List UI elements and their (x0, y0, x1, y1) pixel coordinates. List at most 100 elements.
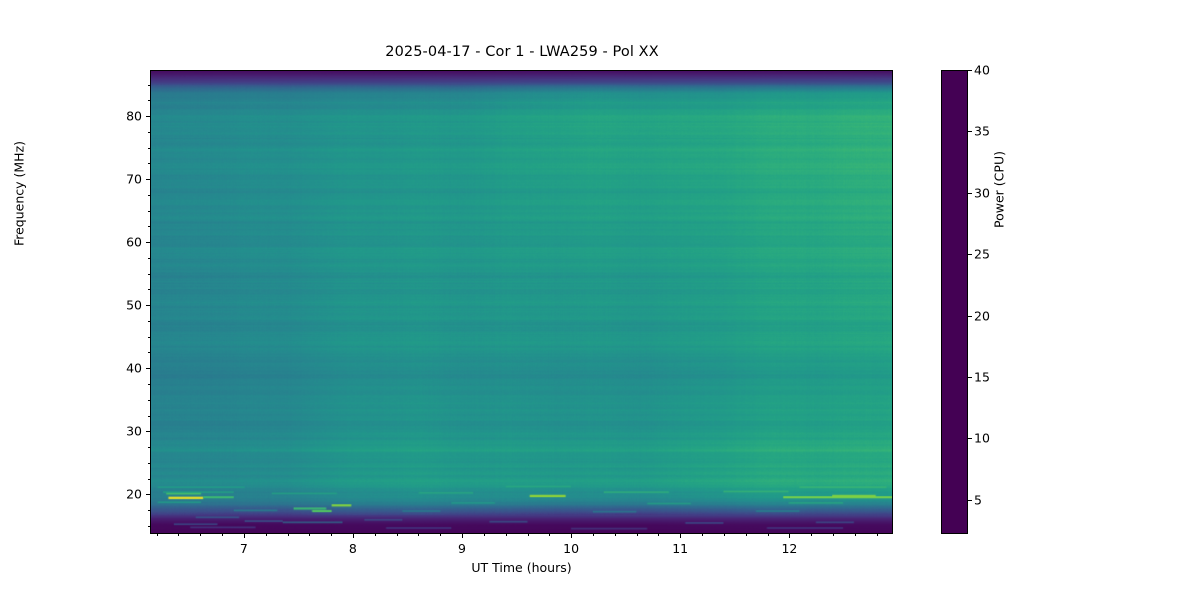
x-tick-minor (723, 534, 725, 537)
colorbar-tick-label-25: 25 (974, 246, 990, 262)
colorbar-tick-label-10: 10 (974, 430, 990, 446)
colorbar-tick-10 (968, 438, 972, 440)
colorbar-tick-35 (968, 131, 972, 133)
x-tick-minor (833, 534, 835, 537)
y-tick-minor (147, 384, 150, 386)
y-tick-label-40: 40 (126, 360, 142, 376)
x-tick-11 (680, 534, 682, 538)
x-tick-label-7: 7 (239, 541, 248, 556)
colorbar-tick-40 (968, 70, 972, 72)
y-tick-40 (146, 368, 150, 370)
x-tick-minor (505, 534, 507, 537)
y-tick-minor (147, 194, 150, 196)
y-tick-minor (147, 336, 150, 338)
x-tick-minor (396, 534, 398, 537)
colorbar-tick-5 (968, 499, 972, 501)
y-tick-minor (147, 131, 150, 133)
x-tick-minor (483, 534, 485, 537)
x-tick-minor (527, 534, 529, 537)
y-tick-label-70: 70 (126, 171, 142, 187)
y-tick-20 (146, 494, 150, 496)
y-tick-minor (147, 462, 150, 464)
x-tick-label-11: 11 (672, 541, 689, 556)
x-tick-minor (200, 534, 202, 537)
x-tick-minor (265, 534, 267, 537)
y-tick-minor (147, 320, 150, 322)
x-tick-minor (309, 534, 311, 537)
x-tick-8 (352, 534, 354, 538)
y-tick-label-80: 80 (126, 108, 142, 124)
x-tick-minor (854, 534, 856, 537)
y-tick-minor (147, 84, 150, 86)
y-tick-80 (146, 116, 150, 118)
x-tick-minor (593, 534, 595, 537)
spectrogram-axes[interactable] (150, 70, 893, 534)
y-tick-label-60: 60 (126, 234, 142, 250)
y-tick-label-20: 20 (126, 486, 142, 502)
y-tick-minor (147, 163, 150, 165)
x-tick-minor (811, 534, 813, 537)
colorbar-tick-25 (968, 254, 972, 256)
x-tick-label-9: 9 (458, 541, 466, 556)
x-tick-minor (331, 534, 333, 537)
x-tick-label-10: 10 (563, 541, 580, 556)
y-tick-minor (147, 510, 150, 512)
x-tick-minor (745, 534, 747, 537)
colorbar-tick-label-15: 15 (974, 369, 990, 385)
y-tick-minor (147, 289, 150, 291)
x-tick-label-12: 12 (781, 541, 798, 556)
x-tick-minor (418, 534, 420, 537)
x-tick-9 (462, 534, 464, 538)
spectrogram-image (151, 71, 892, 533)
x-tick-minor (156, 534, 158, 537)
y-tick-30 (146, 431, 150, 433)
y-axis-label: Frequency (MHz) (11, 140, 27, 247)
x-tick-minor (178, 534, 180, 537)
x-tick-minor (658, 534, 660, 537)
x-tick-10 (571, 534, 573, 538)
colorbar-tick-label-35: 35 (974, 123, 990, 139)
y-tick-50 (146, 305, 150, 307)
y-tick-minor (147, 447, 150, 449)
x-tick-7 (243, 534, 245, 538)
y-tick-minor (147, 210, 150, 212)
y-tick-minor (147, 226, 150, 228)
colorbar-tick-15 (968, 376, 972, 378)
x-tick-minor (876, 534, 878, 537)
y-tick-minor (147, 478, 150, 480)
colorbar[interactable] (941, 70, 968, 534)
y-tick-60 (146, 242, 150, 244)
y-tick-minor (147, 525, 150, 527)
y-tick-70 (146, 179, 150, 181)
y-tick-minor (147, 273, 150, 275)
x-tick-minor (374, 534, 376, 537)
y-tick-minor (147, 257, 150, 259)
y-tick-minor (147, 415, 150, 417)
x-axis-label: UT Time (hours) (471, 560, 572, 575)
colorbar-gradient (942, 71, 967, 533)
x-tick-minor (222, 534, 224, 537)
colorbar-tick-label-40: 40 (974, 62, 990, 78)
colorbar-tick-30 (968, 192, 972, 194)
y-tick-minor (147, 399, 150, 401)
x-tick-label-8: 8 (348, 541, 357, 556)
y-tick-minor (147, 147, 150, 149)
x-tick-minor (614, 534, 616, 537)
x-tick-12 (789, 534, 791, 538)
x-tick-minor (440, 534, 442, 537)
x-tick-minor (767, 534, 769, 537)
x-tick-minor (636, 534, 638, 537)
colorbar-tick-20 (968, 315, 972, 317)
x-tick-minor (287, 534, 289, 537)
x-tick-minor (549, 534, 551, 537)
colorbar-tick-label-20: 20 (974, 308, 990, 323)
y-tick-label-30: 30 (126, 423, 142, 439)
y-tick-label-50: 50 (126, 297, 142, 313)
plot-title: 2025-04-17 - Cor 1 - LWA259 - Pol XX (385, 44, 659, 60)
y-tick-minor (147, 352, 150, 354)
x-tick-minor (702, 534, 704, 537)
y-tick-minor (147, 100, 150, 102)
colorbar-tick-label-5: 5 (974, 492, 982, 508)
colorbar-label: Power (CPU) (991, 151, 1007, 228)
